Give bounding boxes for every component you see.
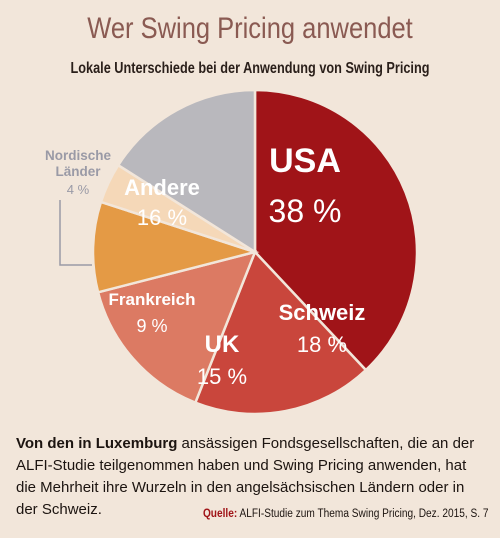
slice-value-uk: 15 % xyxy=(197,364,247,389)
source-label: Quelle: xyxy=(202,508,237,520)
slice-label-usa: USA xyxy=(269,142,341,180)
slice-label-andere: Andere xyxy=(124,175,200,200)
slice-label-frankreich: Frankreich xyxy=(109,290,196,309)
pie-slice-uk xyxy=(96,250,258,405)
source-text: ALFI-Studie zum Thema Swing Pricing, Dez… xyxy=(236,508,488,520)
slice-label-schweiz: Schweiz xyxy=(279,300,366,325)
description-lead: Von den in Luxemburg xyxy=(16,435,178,452)
pie-chart: USA 38 % Schweiz 18 % UK 15 % Frankreich 9 % And… xyxy=(45,88,419,416)
pie-slice-usa xyxy=(253,88,419,372)
pie-slice-frankreich xyxy=(91,200,260,294)
description-rest: ansässigen Fondsgesellschaften, die an d… xyxy=(16,435,475,518)
outside-label-line2: Länder xyxy=(55,164,101,179)
slice-value-frankreich: 9 % xyxy=(136,316,167,336)
leader-line xyxy=(59,200,92,266)
slice-label-uk: UK xyxy=(205,331,240,358)
chart-title: Wer Swing Pricing anwendet xyxy=(87,12,413,45)
source-note: Quelle: ALFI-Studie zum Thema Swing Pric… xyxy=(202,508,488,520)
slice-value-andere: 16 % xyxy=(137,205,187,230)
outside-label-line1: Nordische xyxy=(45,148,112,163)
slice-value-schweiz: 18 % xyxy=(297,332,347,357)
slice-value-usa: 38 % xyxy=(269,193,342,229)
pie-slice-andere xyxy=(116,88,257,255)
pie-slice-schweiz xyxy=(193,249,368,416)
description-text: Von den in Luxemburg ansässigen Fondsges… xyxy=(16,433,484,521)
outside-label-value: 4 % xyxy=(67,182,90,197)
chart-subtitle: Lokale Unterschiede bei der Anwendung vo… xyxy=(70,60,430,77)
